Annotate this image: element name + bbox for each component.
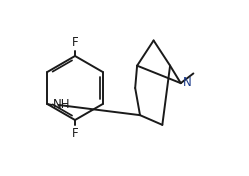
Text: F: F xyxy=(72,127,78,140)
Text: F: F xyxy=(72,36,78,49)
Text: NH: NH xyxy=(53,99,71,111)
Text: N: N xyxy=(183,76,192,89)
